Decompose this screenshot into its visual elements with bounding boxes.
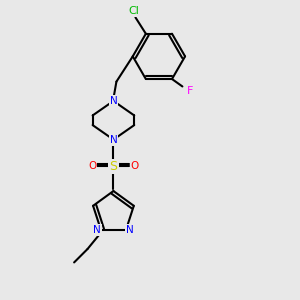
Text: O: O — [131, 161, 139, 171]
Text: Cl: Cl — [128, 6, 140, 16]
Text: O: O — [88, 161, 96, 171]
Text: S: S — [110, 160, 117, 173]
Text: N: N — [110, 96, 117, 106]
Text: N: N — [93, 225, 101, 235]
Text: N: N — [110, 135, 117, 145]
Text: F: F — [187, 86, 193, 96]
Text: N: N — [126, 225, 134, 235]
